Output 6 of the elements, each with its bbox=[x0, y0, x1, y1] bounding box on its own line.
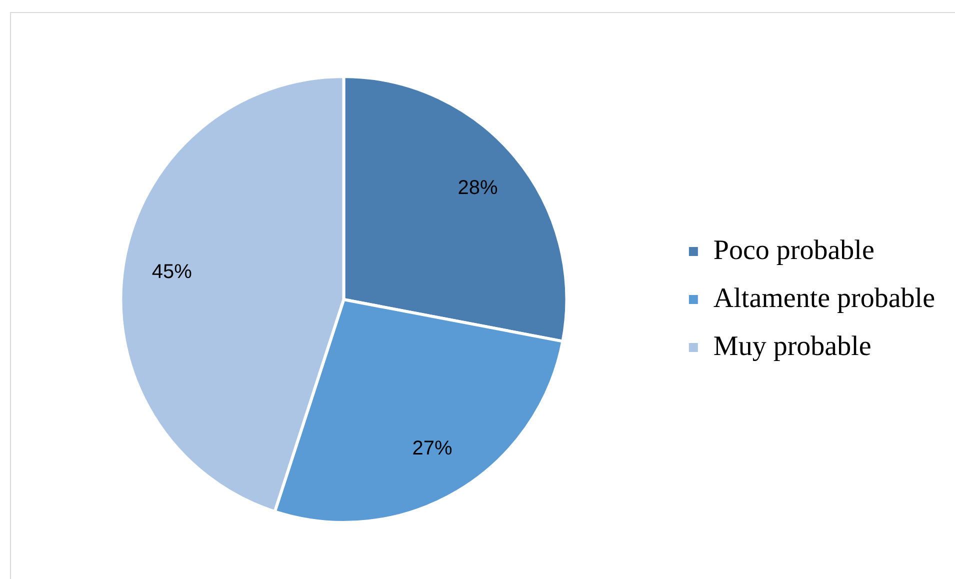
data-label: 45% bbox=[152, 260, 192, 283]
legend-label: Poco probable bbox=[713, 234, 874, 266]
legend-label: Altamente probable bbox=[713, 282, 936, 314]
legend-label: Muy probable bbox=[713, 330, 872, 362]
data-label: 28% bbox=[458, 177, 498, 200]
data-label: 27% bbox=[412, 438, 452, 460]
